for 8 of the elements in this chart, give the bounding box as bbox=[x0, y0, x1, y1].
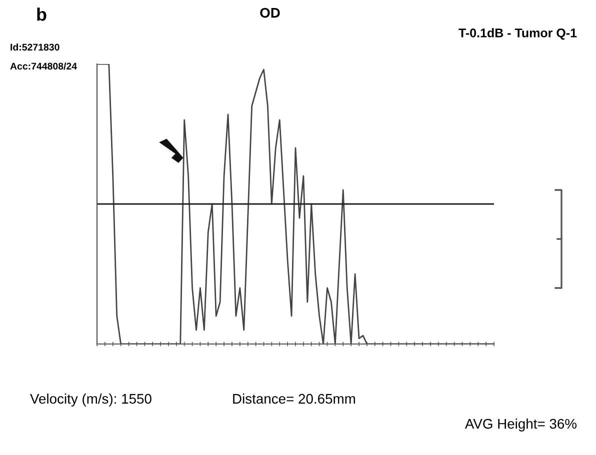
text: Acc:744808/24 bbox=[10, 62, 77, 70]
text: AVG Height= 36% bbox=[464, 418, 577, 432]
text: Id:5271830 bbox=[10, 43, 60, 51]
text: T-0.1dB - Tumor Q-1 bbox=[458, 28, 577, 40]
text: b bbox=[37, 8, 46, 21]
chart-title: OD bbox=[260, 8, 280, 18]
text: Velocity (m/s): 1550 bbox=[30, 394, 152, 406]
text: Distance= 20.65mm bbox=[233, 394, 355, 404]
